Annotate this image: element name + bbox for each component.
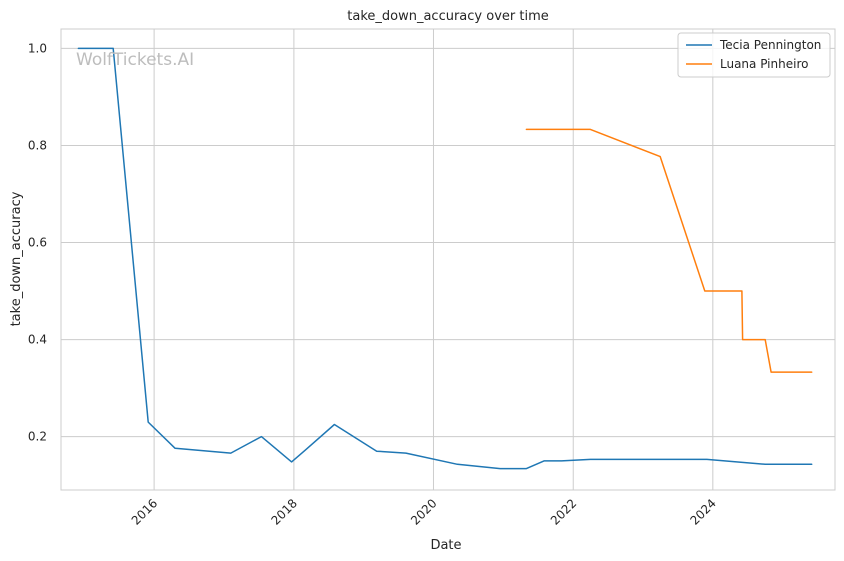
series-line-0 [77,47,813,470]
y-axis-title: take_down_accuracy [9,191,24,326]
chart-title: take_down_accuracy over time [347,9,548,24]
y-tick-label: 0.2 [28,430,47,444]
y-tick-label: 0.6 [28,236,47,250]
legend-label-luana: Luana Pinheiro [720,57,808,71]
x-axis-title: Date [430,538,461,553]
legend-box [677,32,831,78]
legend-label-tecia: Tecia Pennington [719,38,821,52]
series-line-1 [525,128,813,373]
plot-frame [60,28,836,491]
y-tick-label: 0.4 [28,333,47,347]
y-tick-label: 1.0 [28,41,47,55]
series-lines [77,47,813,470]
y-tick-label: 0.8 [28,138,47,152]
plot-area [61,29,835,490]
watermark: WolfTickets.AI [76,50,194,70]
legend: Tecia Pennington Luana Pinheiro [677,32,831,78]
